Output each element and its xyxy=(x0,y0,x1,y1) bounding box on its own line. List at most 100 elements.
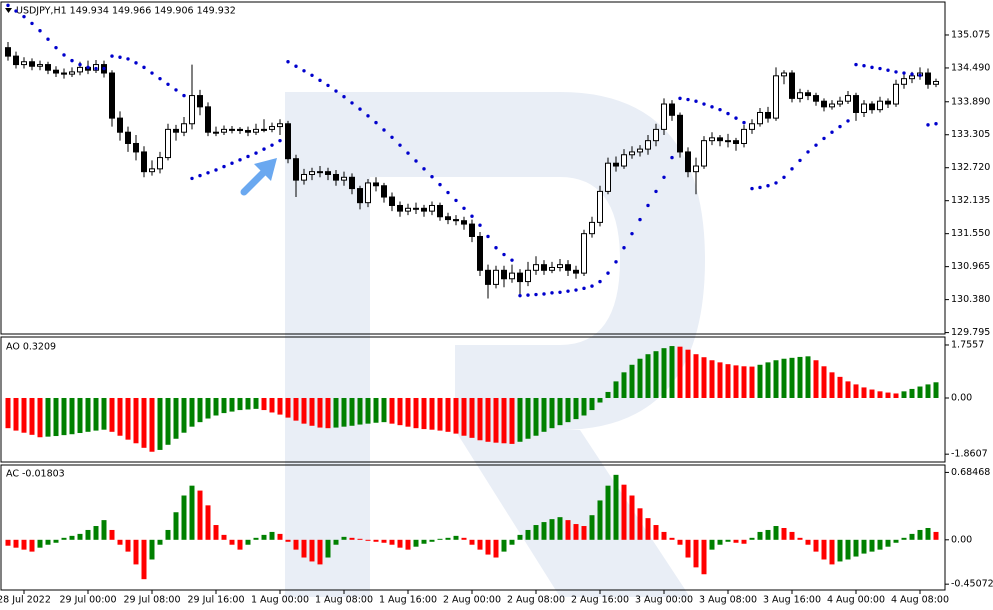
x-tick-label: 1 Aug 08:00 xyxy=(315,595,373,606)
histogram-bar xyxy=(149,539,155,560)
sar-dot xyxy=(902,71,906,75)
candle-body xyxy=(933,80,939,85)
histogram-bar xyxy=(349,397,355,426)
histogram-bar xyxy=(221,534,227,540)
y-tick-label: 0.68468 xyxy=(951,467,990,478)
candle-body xyxy=(333,173,339,181)
sar-dot xyxy=(270,143,274,147)
sar-dot xyxy=(814,143,818,147)
candle-body xyxy=(821,100,827,108)
sar-dot xyxy=(774,181,778,185)
sar-dot xyxy=(718,107,722,112)
histogram-bar xyxy=(773,526,779,540)
histogram-bar xyxy=(869,539,875,552)
histogram-bar xyxy=(501,539,507,552)
candle-body xyxy=(661,103,667,130)
histogram-bar xyxy=(349,537,355,540)
sar-dot xyxy=(806,150,810,154)
sar-dot xyxy=(366,114,370,118)
annotation-arrow xyxy=(240,158,277,196)
histogram-bar xyxy=(221,397,227,414)
sar-dot xyxy=(870,65,874,70)
histogram-bar xyxy=(549,397,555,429)
x-tick-label: 29 Jul 00:00 xyxy=(60,595,117,606)
symbol-menu-icon[interactable] xyxy=(5,8,12,13)
candle-body xyxy=(797,92,803,99)
candle-body xyxy=(141,151,147,173)
candle-body xyxy=(565,264,571,271)
histogram-bar xyxy=(757,531,763,540)
candle-body xyxy=(893,83,899,105)
histogram-bar xyxy=(517,534,523,540)
candle-body xyxy=(749,123,755,130)
x-tick-label: 29 Jul 16:00 xyxy=(188,595,245,606)
sar-dot xyxy=(430,175,434,179)
x-tick-label: 2 Aug 16:00 xyxy=(571,595,629,606)
candle-body xyxy=(485,269,491,285)
histogram-bar xyxy=(613,381,619,398)
histogram-bar xyxy=(661,531,667,540)
histogram-bar xyxy=(709,360,715,398)
y-tick-label: 133.305 xyxy=(951,129,990,140)
histogram-bar xyxy=(789,357,795,398)
sar-dot xyxy=(558,290,562,294)
sar-dot xyxy=(438,182,442,187)
candle-body xyxy=(453,219,459,222)
candle-body xyxy=(765,111,771,119)
candle-body xyxy=(429,204,435,212)
ao-pane xyxy=(0,336,946,463)
histogram-bar xyxy=(733,539,739,543)
histogram-bar xyxy=(653,351,659,398)
sar-dot xyxy=(326,83,330,88)
candle-body xyxy=(517,272,523,283)
sar-dot xyxy=(886,68,890,72)
histogram-bar xyxy=(829,539,835,565)
histogram-bar xyxy=(301,397,307,424)
candle-body xyxy=(509,272,515,280)
sar-dot xyxy=(686,97,690,102)
histogram-bar xyxy=(805,356,811,398)
sar-dot xyxy=(926,123,930,127)
sar-dot xyxy=(798,158,802,163)
candle-body xyxy=(437,204,443,218)
candle-body xyxy=(405,207,411,212)
histogram-bar xyxy=(173,397,179,439)
histogram-bar xyxy=(29,397,35,435)
sar-dot xyxy=(518,293,522,298)
sar-dot xyxy=(310,73,314,77)
histogram-bar xyxy=(397,539,403,548)
histogram-bar xyxy=(765,529,771,540)
candle-body xyxy=(813,95,819,102)
candle-body xyxy=(181,123,187,133)
candle-body xyxy=(541,264,547,271)
histogram-bar xyxy=(181,495,187,540)
sar-dot xyxy=(62,53,66,57)
candle-body xyxy=(349,176,355,190)
histogram-bar xyxy=(277,533,283,540)
histogram-bar xyxy=(813,539,819,552)
sar-dot xyxy=(286,60,290,64)
histogram-bar xyxy=(117,397,123,436)
candle-body xyxy=(165,128,171,159)
histogram-bar xyxy=(253,397,259,409)
histogram-bar xyxy=(685,349,691,398)
histogram-bar xyxy=(605,391,611,398)
candle-body xyxy=(733,140,739,144)
histogram-bar xyxy=(317,539,323,565)
candle-body xyxy=(581,233,587,274)
x-tick-label: 3 Aug 16:00 xyxy=(763,595,821,606)
candle-body xyxy=(925,72,931,85)
histogram-bar xyxy=(861,539,867,554)
histogram-bar xyxy=(45,539,51,545)
sar-dot xyxy=(854,62,858,67)
histogram-bar xyxy=(573,397,579,420)
histogram-bar xyxy=(269,397,275,413)
histogram-bar xyxy=(93,526,99,540)
histogram-bar xyxy=(261,397,267,411)
histogram-bar xyxy=(341,397,347,427)
candle-body xyxy=(149,168,155,173)
candle-body xyxy=(213,131,219,134)
histogram-bar xyxy=(717,539,723,545)
histogram-bar xyxy=(85,529,91,540)
sar-dot xyxy=(54,45,58,50)
